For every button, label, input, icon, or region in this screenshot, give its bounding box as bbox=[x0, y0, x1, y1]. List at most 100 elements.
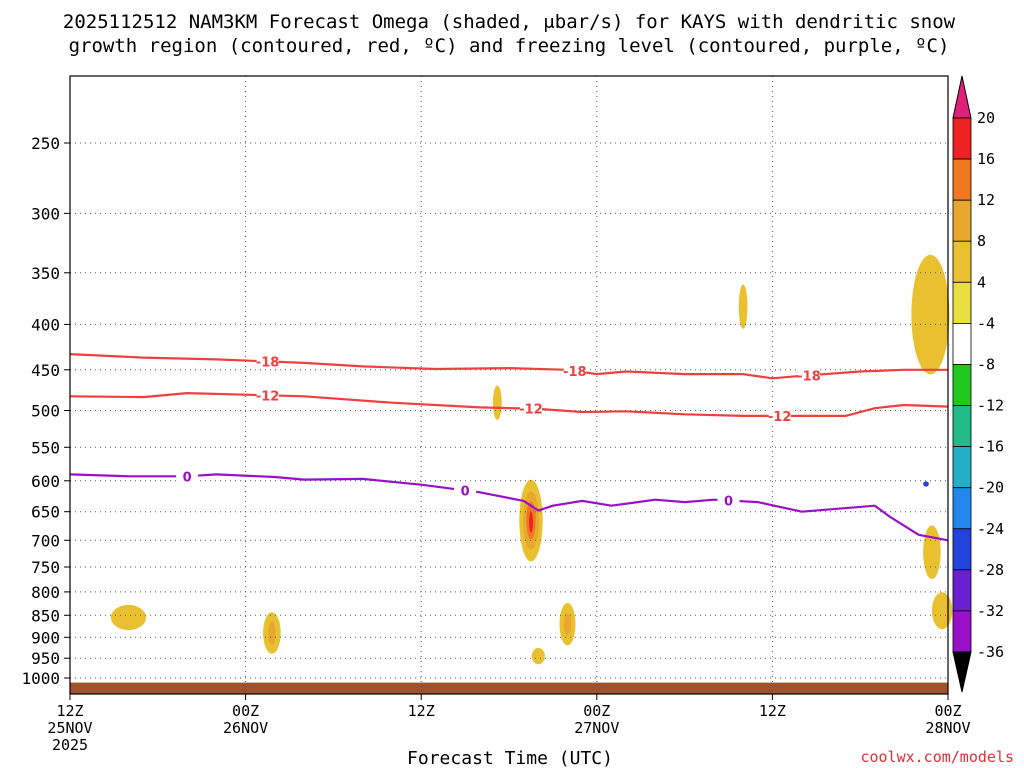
y-tick-label: 700 bbox=[31, 531, 60, 550]
contour-label-bg bbox=[256, 388, 279, 403]
colorbar-label: -24 bbox=[977, 520, 1004, 538]
omega-blob-13 bbox=[923, 525, 941, 580]
colorbar-label: 8 bbox=[977, 232, 986, 250]
colorbar-label: 20 bbox=[977, 109, 995, 127]
ground-fill bbox=[70, 682, 948, 694]
colorbar-label: -36 bbox=[977, 643, 1004, 661]
contour-label: -12 bbox=[256, 389, 280, 404]
colorbar-band bbox=[952, 240, 972, 283]
x-axis-label: Forecast Time (UTC) bbox=[407, 748, 613, 768]
x-tick-label: 2025 bbox=[52, 736, 88, 754]
axes: 250 300 350 400 450 500 550 600 650 700 750 800 850 9… bbox=[21, 75, 971, 754]
y-tick-label: 300 bbox=[31, 204, 60, 223]
contour-label: -12 bbox=[768, 410, 792, 425]
y-tick-label: 1000 bbox=[21, 669, 60, 688]
y-tick-label: 850 bbox=[31, 606, 60, 625]
omega-blob-5 bbox=[509, 645, 520, 659]
colorbar: 20 16 12 8 4 -4 -8 -12 -16 -20 -24 -28 -32 -36 bbox=[952, 75, 1004, 693]
x-tick-label: 00Z bbox=[583, 702, 610, 720]
colorbar-label: -32 bbox=[977, 602, 1004, 620]
omega-blob-3 bbox=[563, 128, 572, 183]
plot-frame bbox=[69, 75, 949, 695]
omega-blob-7 bbox=[923, 481, 929, 487]
colorbar-label: 4 bbox=[977, 273, 986, 291]
colorbar-label: -8 bbox=[977, 356, 995, 374]
colorbar-label: 12 bbox=[977, 191, 995, 209]
colorbar-top-arrow bbox=[952, 75, 972, 119]
y-tick-label: 400 bbox=[31, 315, 60, 334]
colorbar-label: -28 bbox=[977, 561, 1004, 579]
colorbar-label: -20 bbox=[977, 479, 1004, 497]
y-tick-label: 250 bbox=[31, 134, 60, 153]
colorbar-label: -16 bbox=[977, 438, 1004, 456]
colorbar-band bbox=[952, 446, 972, 489]
contour-lines: -18 -18 -18 -12 -12 -12 0 0 0 bbox=[69, 353, 949, 542]
y-tick-label: 650 bbox=[31, 503, 60, 522]
contour-label-bg bbox=[563, 363, 586, 378]
contour-1 bbox=[69, 391, 949, 417]
credit-text[interactable]: coolwx.com/models bbox=[860, 748, 1014, 766]
contour-label: -12 bbox=[519, 403, 543, 418]
contour-label-bg bbox=[256, 354, 279, 369]
colorbar-band bbox=[952, 117, 972, 160]
y-tick-label: 350 bbox=[31, 264, 60, 283]
y-tick-label: 950 bbox=[31, 649, 60, 668]
x-tick-label: 25NOV bbox=[47, 719, 92, 737]
contour-label-bg bbox=[768, 408, 791, 423]
colorbar-band bbox=[952, 405, 972, 447]
y-tick-label: 900 bbox=[31, 628, 60, 647]
colorbar-band bbox=[952, 569, 972, 612]
x-tick-label: 26NOV bbox=[223, 719, 268, 737]
y-tick-label: 450 bbox=[31, 361, 60, 380]
colorbar-label: 16 bbox=[977, 150, 995, 168]
contour-label: 0 bbox=[183, 470, 192, 485]
colorbar-band bbox=[952, 322, 972, 365]
omega-blob-1 bbox=[108, 439, 117, 481]
omega-blob-8 bbox=[492, 385, 502, 421]
colorbar-label: -4 bbox=[977, 314, 995, 332]
colorbar-band bbox=[952, 199, 972, 242]
y-tick-label: 500 bbox=[31, 402, 60, 421]
x-tick-label: 12Z bbox=[408, 702, 435, 720]
contour-label: 0 bbox=[461, 484, 470, 499]
contour-label: -18 bbox=[256, 355, 280, 370]
contour-label: 0 bbox=[724, 495, 733, 510]
contour-label-bg bbox=[798, 368, 820, 383]
contour-label: -18 bbox=[563, 365, 587, 380]
ground-layer bbox=[70, 682, 948, 694]
x-tick-label: 12Z bbox=[759, 702, 786, 720]
omega-blob-18 bbox=[563, 613, 572, 636]
omega-blob-4 bbox=[590, 90, 604, 131]
x-tick-label: 00Z bbox=[934, 702, 961, 720]
colorbar-band bbox=[952, 158, 972, 201]
omega-blob-12 bbox=[911, 254, 950, 375]
omega-blob-2 bbox=[511, 99, 522, 187]
colorbar-band bbox=[952, 610, 972, 653]
title-line-2: growth region (contoured, red, ºC) and f… bbox=[69, 35, 950, 57]
omega-blob-9 bbox=[738, 284, 748, 329]
colorbar-band bbox=[952, 487, 972, 530]
omega-blob-10 bbox=[531, 647, 545, 665]
colorbar-bottom-arrow bbox=[952, 651, 972, 693]
omega-blob-22 bbox=[529, 511, 533, 533]
y-tick-label: 800 bbox=[31, 583, 60, 602]
colorbar-band bbox=[952, 364, 972, 406]
colorbar-band bbox=[952, 281, 972, 324]
omega-blob-6 bbox=[532, 579, 536, 587]
omega-blob-11 bbox=[110, 604, 147, 631]
contour-label-bg bbox=[717, 493, 740, 508]
y-tick-label: 600 bbox=[31, 472, 60, 491]
omega-blob-14 bbox=[931, 592, 953, 630]
omega-blob-0 bbox=[156, 166, 166, 274]
x-tick-label: 12Z bbox=[56, 702, 83, 720]
title-line-1: 2025112512 NAM3KM Forecast Omega (shaded… bbox=[63, 11, 956, 33]
contour-label-bg bbox=[520, 401, 542, 416]
contour-2 bbox=[69, 473, 949, 542]
y-tick-label: 750 bbox=[31, 558, 60, 577]
omega-blob-16 bbox=[268, 620, 276, 646]
contour-label-bg bbox=[176, 469, 199, 484]
y-tick-label: 550 bbox=[31, 438, 60, 457]
colorbar-label: -12 bbox=[977, 397, 1004, 415]
contour-label: -18 bbox=[797, 369, 821, 384]
